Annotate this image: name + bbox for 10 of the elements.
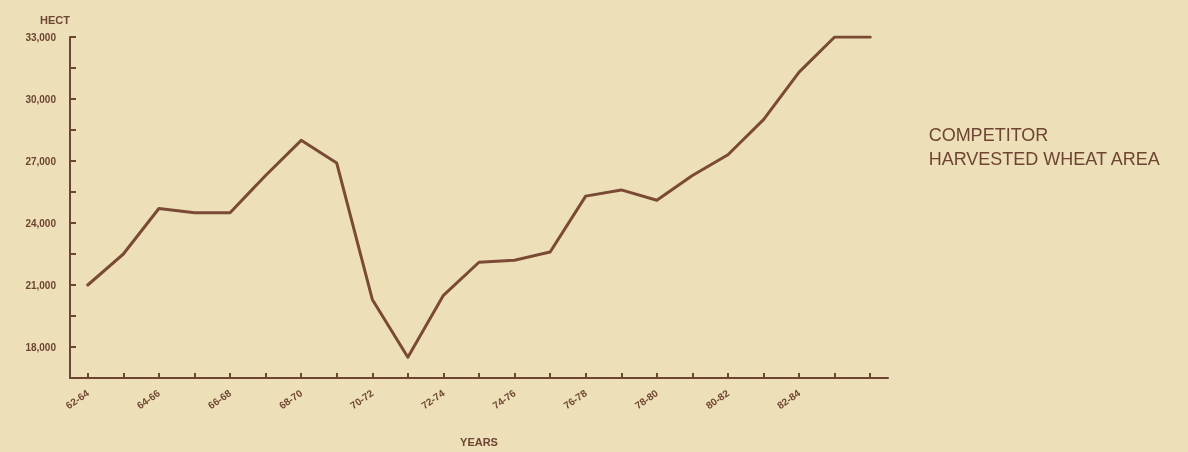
- text: COMPETITOR HARVESTED WHEAT AREA: [928, 125, 1160, 169]
- y-tick-label: 21,000: [25, 279, 57, 291]
- y-tick-label: 27,000: [25, 155, 57, 167]
- y-tick-label: 18,000: [25, 341, 57, 353]
- x-axis-title: YEARS: [460, 435, 498, 448]
- y-tick-label: 33,000: [25, 31, 57, 43]
- line-series: [86, 35, 872, 359]
- y-axis-title: HECT: [40, 13, 71, 26]
- y-tick-label: 24,000: [25, 217, 57, 229]
- y-tick-label: 30,000: [25, 93, 57, 105]
